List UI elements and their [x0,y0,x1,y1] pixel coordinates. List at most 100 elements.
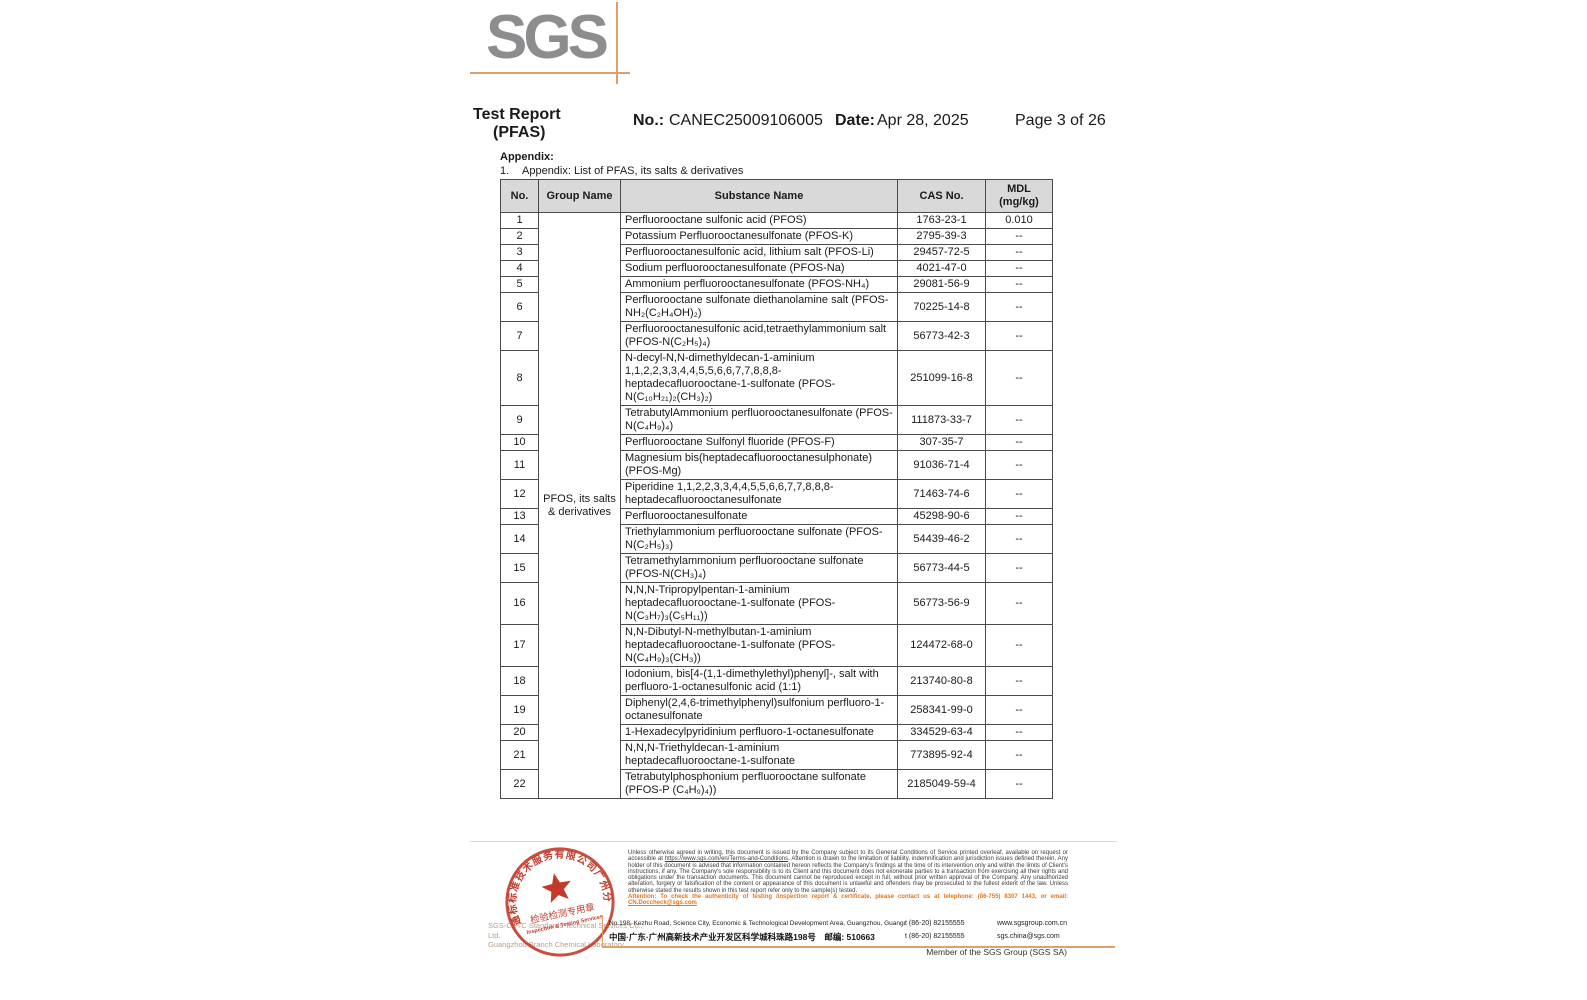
cell-mdl: 0.010 [985,212,1053,229]
page-title: Test Report (PFAS) [473,106,593,142]
cell-cas-no: 56773-44-5 [897,553,986,583]
cell-cas-no: 2185049-59-4 [897,769,986,799]
report-no-value: CANEC25009106005 [669,112,823,129]
terms-link[interactable]: https://www.sgs.com/en/Terms-and-Conditi… [664,856,789,863]
cell-substance-name: Piperidine 1,1,2,2,3,3,4,4,5,5,6,6,7,7,8… [620,479,898,509]
sgs-logo-text: SGS [486,3,609,72]
cell-substance-name: Ammonium perfluorooctanesulfonate (PFOS-… [620,276,898,293]
cell-cas-no: 307-35-7 [897,434,986,451]
table-row: 7 Perfluorooctanesulfonic acid,tetraethyl… [500,321,1053,351]
cell-substance-name: Perfluorooctane sulfonate diethanolamine… [620,292,898,322]
report-no-label: No.: [633,112,665,129]
cell-mdl: -- [985,292,1053,322]
attention-text: Attention: To check the authenticity of … [628,894,1068,901]
cell-substance-name: Perfluorooctane Sulfonyl fluoride (PFOS-… [620,434,898,451]
cell-cas-no: 71463-74-6 [897,479,986,509]
cell-substance-name: Perfluorooctanesulfonic acid, lithium sa… [620,244,898,261]
col-header-cas: CAS No. [897,179,986,213]
cell-mdl: -- [985,724,1053,741]
cell-mdl: -- [985,350,1053,406]
cell-cas-no: 111873-33-7 [897,405,986,435]
cell-cas-no: 29081-56-9 [897,276,986,293]
cell-mdl: -- [985,405,1053,435]
cell-substance-name: TetrabutylAmmonium perfluorooctanesulfon… [620,405,898,435]
footer-separator [470,841,1117,842]
cell-mdl: -- [985,450,1053,480]
cell-cas-no: 124472-68-0 [897,624,986,667]
cell-mdl: -- [985,553,1053,583]
cell-substance-name: N,N,N-Triethyldecan-1-aminium heptadecaf… [620,740,898,770]
cell-no: 9 [500,405,539,435]
cell-mdl: -- [985,321,1053,351]
logo-horizontal-line [470,72,630,74]
cell-no: 15 [500,553,539,583]
col-header-mdl: MDL (mg/kg) [985,179,1053,213]
cell-no: 13 [500,508,539,525]
cell-mdl: -- [985,228,1053,245]
cell-no: 7 [500,321,539,351]
table-row: 10 Perfluorooctane Sulfonyl fluoride (PFO… [500,434,1053,451]
cell-no: 12 [500,479,539,509]
cell-no: 19 [500,695,539,725]
cell-no: 5 [500,276,539,293]
table-row: 17 N,N-Dibutyl-N-methylbutan-1-aminium he… [500,624,1053,667]
cell-cas-no: 56773-56-9 [897,582,986,625]
address-row-en: No.198, Kezhu Road, Science City, Econom… [609,917,1115,930]
cell-mdl: -- [985,260,1053,277]
cell-substance-name: N,N,N-Tripropylpentan-1-aminium heptadec… [620,582,898,625]
cell-mdl: -- [985,740,1053,770]
inspection-stamp: 通标标准技术服务有限公司广州分公司 检验检测专用章 Inspection & T… [483,824,631,972]
cell-mdl: -- [985,508,1053,525]
member-note: Member of the SGS Group (SGS SA) [926,947,1067,957]
report-page: SGS Test Report (PFAS) No.: CANEC2500910… [470,0,1117,1000]
pfas-table: No. Group Name Substance Name CAS No. MD… [500,179,1053,799]
email-address: sgs.china@sgs.com [997,933,1060,940]
cell-cas-no: 258341-99-0 [897,695,986,725]
cell-no: 20 [500,724,539,741]
cell-cas-no: 251099-16-8 [897,350,986,406]
cell-group-name: PFOS, its salts & derivatives [538,212,621,799]
cell-substance-name: Potassium Perfluorooctanesulfonate (PFOS… [620,228,898,245]
title-line1: Test Report [473,106,561,123]
table-row: 20 1-Hexadecylpyridinium perfluoro-1-octa… [500,724,1053,741]
cell-no: 18 [500,666,539,696]
cell-substance-name: Tetrabutylphosphonium perfluorooctane su… [620,769,898,799]
cell-substance-name: Iodonium, bis[4-(1,1-dimethylethyl)pheny… [620,666,898,696]
cell-cas-no: 54439-46-2 [897,524,986,554]
cell-no: 8 [500,350,539,406]
website-url: www.sgsgroup.com.cn [997,920,1068,927]
telephone-1: t (86-20) 82155555 [905,920,965,927]
address-chinese: 中国·广东·广州高新技术产业开发区科学城科珠路198号 邮编: 510663 [609,931,875,942]
cell-no: 11 [500,450,539,480]
col-header-no: No. [500,179,539,213]
cell-substance-name: Sodium perfluorooctanesulfonate (PFOS-Na… [620,260,898,277]
footer: SGS-CSTC Standards Technical Services Co… [470,824,1117,971]
cell-no: 22 [500,769,539,799]
table-row: 1 PFOS, its salts & derivatives Perfluoroo… [500,212,1053,799]
cell-substance-name: Diphenyl(2,4,6-trimethylphenyl)sulfonium… [620,695,898,725]
cell-substance-name: Perfluorooctane sulfonic acid (PFOS) [620,212,898,229]
table-body: 1 PFOS, its salts & derivatives Perfluoroo… [500,212,1053,799]
cell-no: 1 [500,212,539,229]
table-row: 15 Tetramethylammonium perfluorooctane su… [500,553,1053,583]
cell-cas-no: 45298-90-6 [897,508,986,525]
address-row-cn: 中国·广东·广州高新技术产业开发区科学城科珠路198号 邮编: 510663 t… [609,930,1115,943]
telephone-2: t (86-20) 82155555 [905,933,965,940]
cell-cas-no: 2795-39-3 [897,228,986,245]
appendix-item-number: 1. [500,165,510,177]
cell-cas-no: 1763-23-1 [897,212,986,229]
sgs-logo: SGS [470,2,650,92]
cell-mdl: -- [985,434,1053,451]
cell-cas-no: 213740-80-8 [897,666,986,696]
cell-cas-no: 70225-14-8 [897,292,986,322]
cell-mdl: -- [985,695,1053,725]
doccheck-email-link[interactable]: CN.Doccheck@sgs.com [628,900,697,907]
appendix-section: Appendix: 1. Appendix: List of PFAS, its … [500,151,743,177]
cell-no: 3 [500,244,539,261]
cell-no: 4 [500,260,539,277]
cell-mdl: -- [985,582,1053,625]
legal-disclaimer: Unless otherwise agreed in writing, this… [628,850,1068,907]
cell-no: 2 [500,228,539,245]
col-header-group: Group Name [538,179,621,213]
cell-mdl: -- [985,666,1053,696]
